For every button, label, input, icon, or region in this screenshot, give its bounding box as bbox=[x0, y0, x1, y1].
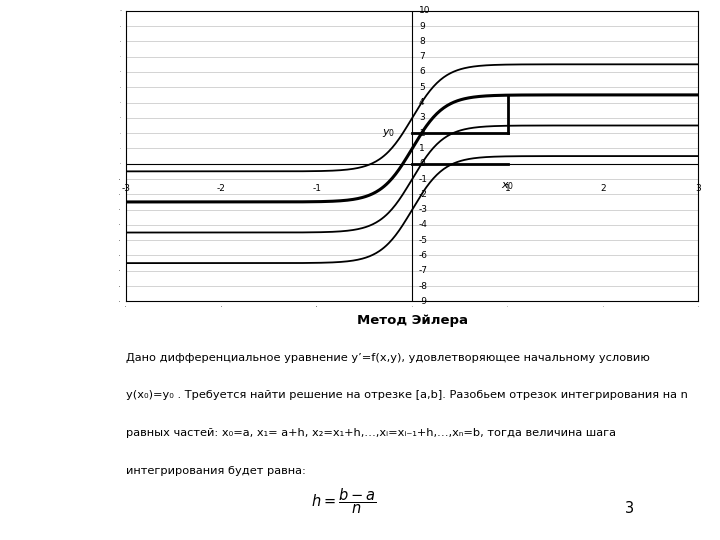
Text: 7: 7 bbox=[419, 52, 425, 61]
Text: равных частей: x₀=a, x₁= a+h, x₂=x₁+h,…,xᵢ=xᵢ₋₁+h,…,xₙ=b, тогда величина шага: равных частей: x₀=a, x₁= a+h, x₂=x₁+h,…,… bbox=[126, 428, 616, 438]
Text: 4: 4 bbox=[419, 98, 425, 107]
Text: -3: -3 bbox=[122, 184, 130, 193]
Text: -6: -6 bbox=[419, 251, 428, 260]
Text: 2: 2 bbox=[600, 184, 606, 193]
Text: -2: -2 bbox=[217, 184, 226, 193]
Text: -2: -2 bbox=[419, 190, 428, 199]
Text: Дано дифференциальное уравнение y’=f(x,y), удовлетворяющее начальному условию: Дано дифференциальное уравнение y’=f(x,y… bbox=[126, 353, 650, 363]
Text: -4: -4 bbox=[419, 220, 428, 230]
Text: 3: 3 bbox=[696, 184, 701, 193]
Text: интегрирования будет равна:: интегрирования будет равна: bbox=[126, 465, 306, 476]
Text: -7: -7 bbox=[419, 266, 428, 275]
Text: Метод Эйлера: Метод Эйлера bbox=[356, 314, 468, 327]
Text: 8: 8 bbox=[419, 37, 425, 46]
Text: 0: 0 bbox=[419, 159, 425, 168]
Text: 1: 1 bbox=[419, 144, 425, 153]
Text: 3: 3 bbox=[419, 113, 425, 123]
Text: -8: -8 bbox=[419, 281, 428, 291]
Text: 9: 9 bbox=[419, 22, 425, 31]
Text: 2: 2 bbox=[419, 129, 425, 138]
Text: $y_0$: $y_0$ bbox=[382, 127, 395, 139]
Text: $x_0$: $x_0$ bbox=[501, 180, 514, 192]
Text: 10: 10 bbox=[419, 6, 431, 15]
Text: y(x₀)=y₀ . Требуется найти решение на отрезке [a,b]. Разобьем отрезок интегриров: y(x₀)=y₀ . Требуется найти решение на от… bbox=[126, 390, 688, 400]
Text: 6: 6 bbox=[419, 68, 425, 77]
Text: $h = \dfrac{b-a}{n}$: $h = \dfrac{b-a}{n}$ bbox=[311, 487, 377, 516]
Text: -1: -1 bbox=[312, 184, 321, 193]
Text: 1: 1 bbox=[505, 184, 510, 193]
Text: 3: 3 bbox=[625, 501, 634, 516]
Text: -3: -3 bbox=[419, 205, 428, 214]
Text: -5: -5 bbox=[419, 235, 428, 245]
Text: -9: -9 bbox=[419, 297, 428, 306]
Text: -1: -1 bbox=[419, 174, 428, 184]
Text: 5: 5 bbox=[419, 83, 425, 92]
